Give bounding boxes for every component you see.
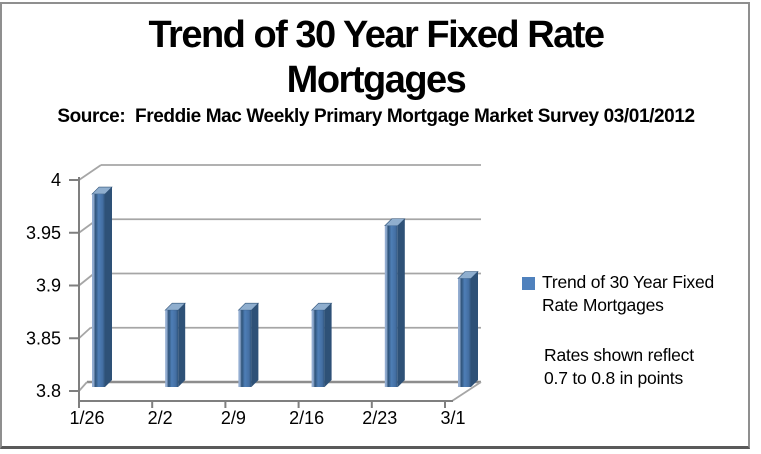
x-tick-label: 2/16	[289, 408, 324, 428]
left-wall-edge	[78, 164, 102, 181]
chart-title: Trend of 30 Year Fixed Rate Mortgages	[0, 13, 752, 103]
bar-3/1	[458, 278, 471, 387]
y-tick-label: 3.9	[36, 276, 61, 296]
floor-right-edge	[451, 381, 482, 402]
points-note-line1: Rates shown reflect	[544, 345, 694, 365]
bar-side-2/23	[397, 218, 405, 387]
legend-label: Trend of 30 Year Fixed Rate Mortgages	[542, 271, 714, 317]
chart-source-subtitle: Source: Freddie Mac Weekly Primary Mortg…	[57, 106, 695, 127]
left-wall-edge	[78, 327, 92, 339]
y-tick-label: 3.8	[36, 381, 61, 401]
bar-1/26	[92, 194, 105, 387]
bar-side-2/16	[324, 303, 332, 387]
legend-label-line1: Trend of 30 Year Fixed	[542, 272, 715, 292]
bar-side-1/26	[105, 187, 112, 387]
bar-side-2/9	[251, 303, 259, 387]
chart-title-line2: Mortgages	[286, 59, 467, 101]
x-tick-label: 1/26	[69, 408, 104, 428]
x-tick-label: 2/9	[221, 408, 246, 428]
bar-side-3/1	[471, 271, 478, 387]
y-tick-label: 4	[51, 170, 61, 190]
y-tick-label: 3.95	[26, 223, 61, 243]
chart-title-line1: Trend of 30 Year Fixed Rate	[148, 14, 605, 56]
bar-2/9	[238, 310, 252, 387]
x-tick-label: 2/23	[362, 408, 397, 428]
legend-swatch	[522, 277, 535, 290]
left-wall-edge	[78, 381, 88, 392]
points-note: Rates shown reflect 0.7 to 0.8 in points	[544, 344, 694, 390]
bar-2/23	[384, 225, 398, 387]
y-tick-label: 3.85	[26, 328, 61, 348]
legend-label-line2: Rate Mortgages	[542, 295, 664, 315]
points-note-line2: 0.7 to 0.8 in points	[544, 368, 684, 388]
bar-side-2/2	[178, 303, 186, 387]
x-tick-label: 2/2	[148, 408, 173, 428]
x-tick-label: 3/1	[440, 408, 465, 428]
bar-2/16	[311, 310, 325, 387]
bar-2/2	[165, 310, 179, 387]
left-wall-edge	[78, 272, 95, 287]
